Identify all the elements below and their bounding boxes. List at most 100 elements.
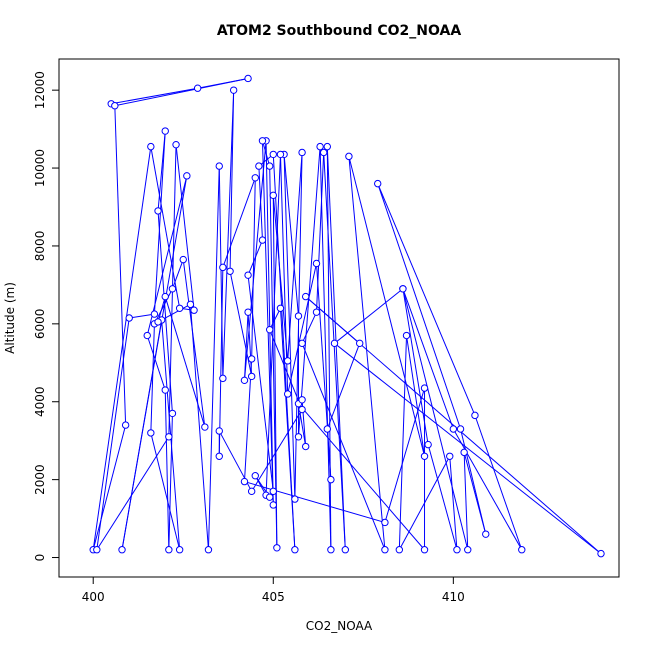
series-segment	[150, 323, 155, 433]
series-segment	[153, 288, 173, 325]
series-segment	[218, 166, 224, 379]
data-point	[312, 308, 321, 316]
data-point	[356, 339, 364, 348]
series-segment	[92, 146, 152, 550]
data-point	[460, 448, 468, 457]
data-point	[201, 423, 209, 431]
data-point	[301, 292, 310, 301]
y-tick-label: 0	[33, 554, 47, 562]
series-segment	[111, 87, 198, 105]
data-point	[269, 191, 277, 200]
data-point	[276, 150, 285, 159]
series-segment	[269, 308, 281, 330]
data-point	[161, 292, 169, 301]
data-point	[161, 386, 169, 394]
data-point	[298, 396, 306, 404]
series-segment	[287, 152, 303, 361]
series-segment	[189, 304, 209, 550]
series-segment	[463, 452, 469, 550]
x-tick-label: 400	[82, 590, 105, 604]
data-point	[471, 411, 479, 420]
data-point	[219, 374, 227, 383]
data-point	[147, 142, 155, 151]
x-axis-label: CO2_NOAA	[306, 619, 373, 633]
series-segment	[251, 409, 303, 492]
series-segment	[222, 177, 256, 268]
series-segment	[251, 177, 256, 359]
data-point	[294, 312, 303, 320]
series-segment	[305, 296, 361, 344]
data-point	[276, 304, 285, 312]
data-point	[183, 172, 191, 180]
series-segment	[334, 288, 404, 344]
data-point	[265, 493, 274, 501]
y-tick-label: 2000	[33, 464, 47, 495]
y-tick-label: 4000	[33, 386, 47, 417]
data-point	[258, 236, 267, 244]
data-point	[168, 285, 177, 293]
series-segment	[406, 335, 426, 457]
series-segment	[402, 288, 469, 550]
data-point	[294, 433, 303, 441]
data-point	[240, 376, 249, 385]
series-segment	[146, 175, 188, 336]
data-point	[420, 452, 429, 460]
data-point	[424, 440, 432, 449]
series-segment	[153, 131, 166, 315]
data-point	[273, 544, 281, 552]
data-point	[247, 372, 256, 381]
data-point	[168, 409, 177, 418]
series-segment	[377, 183, 476, 416]
data-point	[215, 427, 223, 435]
data-point	[327, 546, 335, 554]
series-segment	[377, 183, 462, 430]
data-point	[204, 546, 213, 554]
series-segment	[283, 154, 296, 500]
data-point	[453, 546, 461, 554]
series-segment	[157, 131, 166, 211]
data-point	[161, 127, 169, 135]
series-segment	[258, 166, 263, 241]
series-segment	[243, 140, 267, 381]
data-point	[298, 148, 306, 157]
data-point	[240, 477, 249, 486]
data-point	[316, 142, 324, 151]
y-tick-label: 12000	[33, 71, 47, 109]
data-point	[251, 174, 259, 182]
data-point	[291, 546, 299, 554]
series-layer	[89, 74, 605, 558]
series-segment	[279, 308, 296, 550]
series-segment	[398, 335, 408, 550]
series-segment	[384, 387, 426, 523]
series-segment	[283, 154, 299, 317]
data-point	[269, 501, 277, 509]
data-point	[244, 74, 252, 83]
series-segment	[157, 210, 173, 414]
data-point	[381, 546, 389, 554]
data-point	[172, 140, 180, 149]
x-tick-label: 410	[442, 590, 465, 604]
data-point	[179, 255, 187, 264]
data-point	[255, 162, 263, 170]
data-point	[193, 84, 202, 92]
series-segment	[287, 263, 317, 395]
data-point	[269, 487, 277, 496]
series-segment	[229, 90, 235, 272]
data-point	[258, 137, 267, 145]
data-point	[330, 339, 339, 348]
data-point	[323, 425, 331, 433]
data-point	[518, 546, 526, 554]
data-point	[190, 306, 198, 314]
series-segment	[402, 288, 454, 430]
series-segment	[218, 267, 224, 457]
data-point	[251, 472, 259, 480]
series-segment	[474, 415, 523, 550]
data-point	[93, 546, 101, 554]
series-segment	[265, 154, 281, 496]
data-point	[374, 179, 382, 188]
series-segment	[298, 403, 425, 551]
data-point	[244, 271, 252, 279]
data-point	[482, 530, 490, 538]
series-segment	[463, 452, 487, 535]
